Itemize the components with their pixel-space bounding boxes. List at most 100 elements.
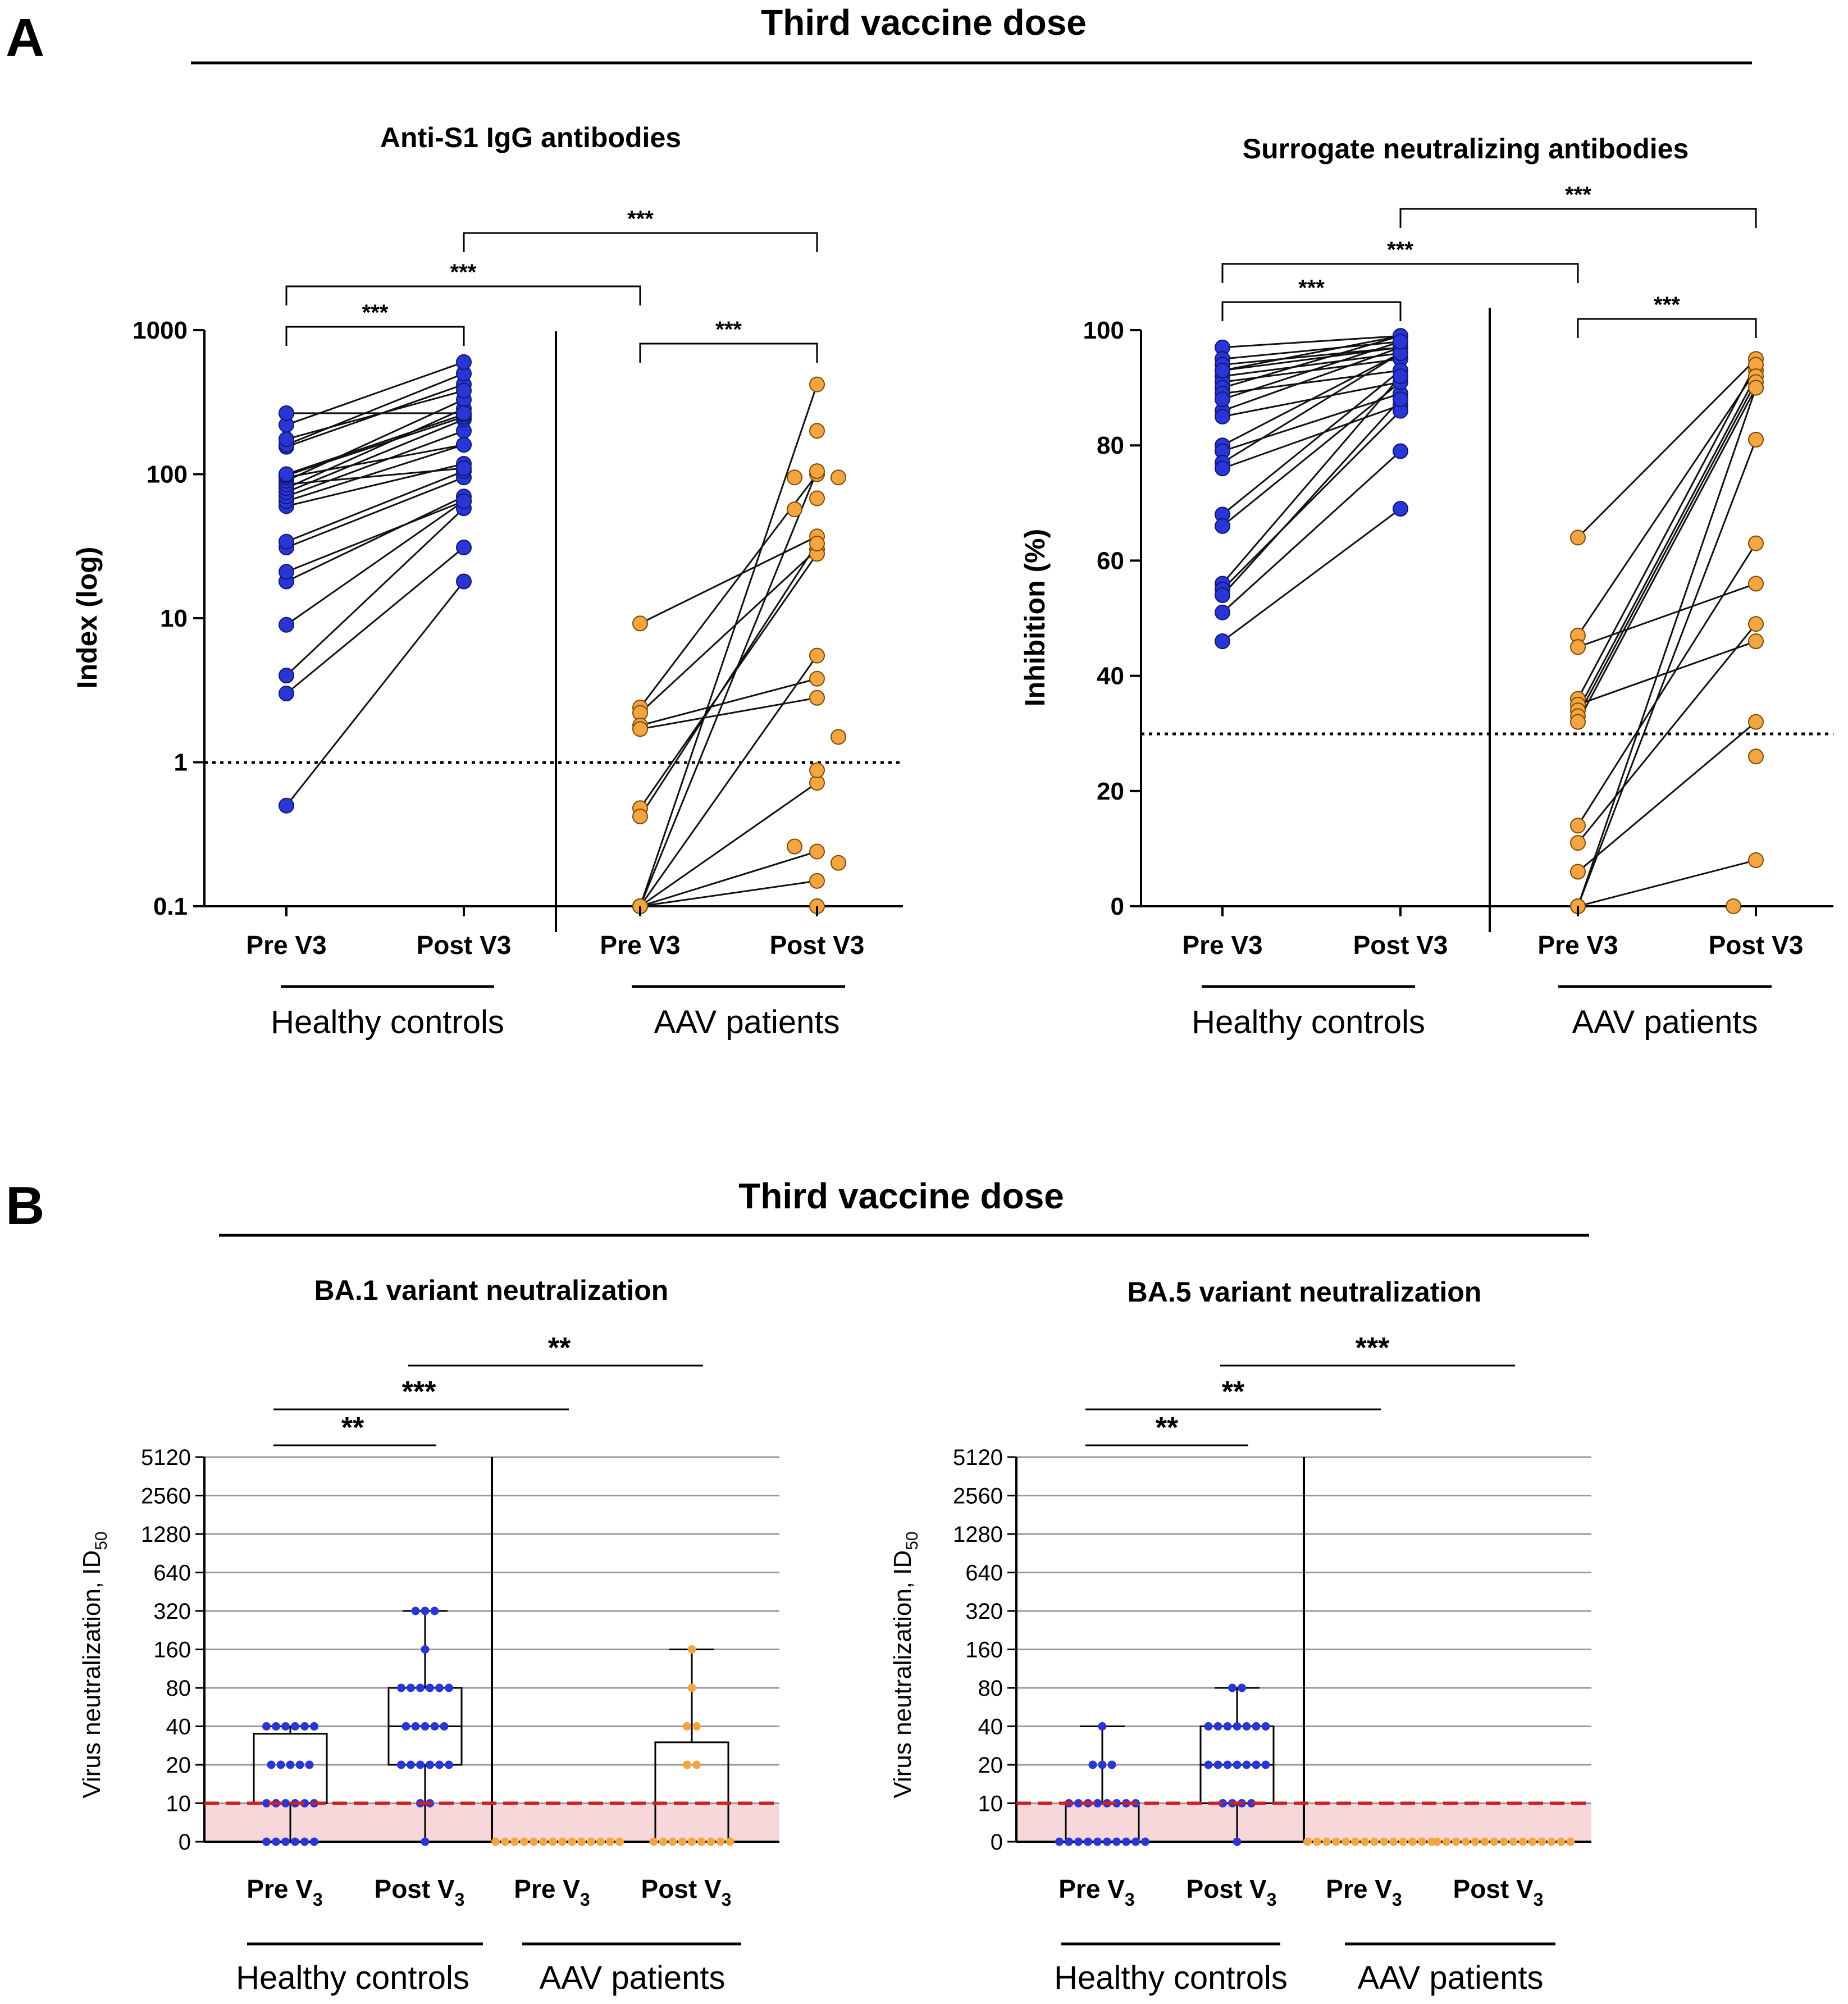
healthy-pair-line [1222,352,1401,446]
chart-a1-title: Anti-S1 IgG antibodies [380,122,681,153]
aav-pair-line [1577,387,1757,907]
x-tick-label-main: Pre V [514,1874,580,1903]
aav-pre-point [1570,714,1586,730]
aav-point [1499,1837,1508,1846]
healthy-point [411,1606,420,1615]
healthy-pre-point [279,617,294,633]
chart-b2-ylabel-main: Virus neutralization, ID [889,1550,916,1798]
y-tick-label: 320 [965,1599,1003,1624]
significance-bracket [463,232,818,252]
healthy-post-point [456,382,472,399]
aav-point [510,1837,519,1846]
healthy-point [295,1760,304,1769]
x-tick-label: Pre V3 [247,1874,322,1910]
aav-point [687,1645,696,1654]
healthy-pair-line [286,500,464,573]
healthy-pair-line [286,500,464,626]
healthy-pair-line [1222,341,1401,400]
healthy-point [1093,1837,1102,1846]
healthy-point [291,1722,299,1731]
aav-point [1418,1837,1426,1846]
aav-point [1432,1837,1441,1846]
healthy-point [430,1606,439,1615]
significance-label: *** [1298,276,1325,300]
x-tick-label-sub: 3 [722,1889,732,1910]
aav-point [716,1837,725,1846]
healthy-pre-point [279,797,294,814]
x-tick-label: Post V3 [375,1874,465,1910]
aav-point [1518,1837,1527,1846]
x-tick-label: Pre V3 [1537,930,1618,960]
healthy-pair-line [286,444,464,502]
aav-point [678,1837,687,1846]
aav-pair-line [639,549,818,714]
aav-pair-line [1577,364,1757,700]
healthy-point [426,1683,434,1692]
healthy-point [1074,1837,1083,1846]
panel-b-letter: B [6,1176,44,1236]
panel-b-title: Third vaccine dose [738,1176,1064,1216]
chart-b1-ylabel: Virus neutralization, ID50 [78,1531,111,1798]
y-tick-label: 80 [978,1676,1003,1701]
aav-pair-line [1577,623,1757,844]
significance-bracket [285,285,641,305]
healthy-point [281,1722,290,1731]
healthy-point [305,1760,314,1769]
aav-pre-point [1570,864,1586,880]
y-tick-label: 320 [153,1599,191,1624]
aav-point [491,1837,500,1846]
aav-pair-line [1577,542,1757,827]
significance-label: *** [1387,238,1413,262]
aav-point [1399,1837,1407,1846]
significance-label: *** [450,260,477,285]
y-tick-label: 10 [978,1792,1003,1816]
significance-bracket [285,326,465,346]
chart-b2-aav-label: AAV patients [1357,1960,1543,1996]
healthy-point [1233,1760,1242,1769]
y-tick-label: 2560 [953,1484,1003,1509]
aav-post-point [809,490,825,506]
y-tick-label: 100 [147,461,188,489]
aav-post-point [831,855,846,871]
aav-pair-line [640,880,818,907]
healthy-point [416,1683,425,1692]
aav-point [1313,1837,1321,1846]
healthy-point [1233,1837,1242,1846]
x-tick-label: Post V3 [1187,1874,1277,1910]
aav-point [1332,1837,1340,1846]
healthy-post-point [456,405,472,421]
healthy-point [1107,1760,1116,1769]
healthy-post-point [456,539,472,555]
aav-post-point [809,647,825,664]
healthy-pair-line [1222,369,1401,515]
healthy-point [267,1760,276,1769]
x-tick-label-main: Post V [375,1874,455,1903]
x-tick-label: Post V3 [1453,1874,1544,1910]
aav-post-point [809,843,825,860]
chart-ba1-neutralization: BA.1 variant neutralization Virus neutra… [78,1275,779,1996]
x-tick-label-main: Post V [641,1874,722,1903]
y-tick-label: 40 [166,1715,191,1740]
x-tick-label-main: Pre V [1058,1874,1125,1903]
aav-pair-line [639,543,818,817]
healthy-point [1213,1760,1222,1769]
x-tick-label: Pre V3 [514,1874,590,1910]
aav-pair-line [1577,376,1757,711]
aav-post-point [1748,380,1764,396]
healthy-point [1141,1837,1149,1846]
healthy-pre-point [1215,633,1230,650]
chart-b1-ylabel-main: Virus neutralization, ID [78,1550,106,1798]
aav-point [1361,1837,1369,1846]
healthy-point [1093,1799,1102,1807]
healthy-point [1084,1837,1092,1846]
significance-label: *** [402,1376,436,1408]
healthy-point [1103,1837,1111,1846]
aav-point [1351,1837,1359,1846]
aav-point [697,1837,706,1846]
healthy-point [407,1760,415,1769]
aav-pair-line [1577,387,1757,723]
significance-bracket [1221,301,1402,321]
aav-post-point [809,690,825,706]
y-tick-label: 1280 [141,1522,191,1547]
aav-pair-line [640,851,818,907]
